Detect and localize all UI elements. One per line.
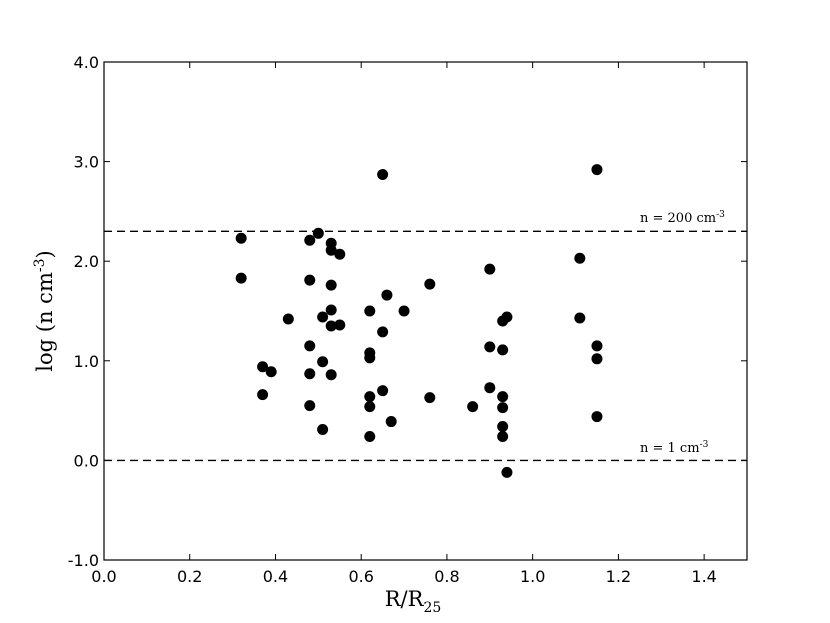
- data-point: [257, 389, 269, 401]
- data-point: [304, 274, 316, 286]
- data-point: [381, 289, 393, 301]
- data-point: [591, 353, 603, 365]
- data-points: [235, 164, 603, 478]
- data-point: [484, 382, 496, 394]
- plot-frame: [103, 61, 748, 561]
- data-point: [364, 401, 376, 413]
- ref-line-1-label-main: n = 1 cm: [640, 441, 700, 456]
- data-point: [364, 305, 376, 317]
- data-point: [484, 341, 496, 353]
- data-point: [265, 366, 277, 378]
- data-point: [424, 392, 436, 404]
- x-tick-label: 0.6: [348, 567, 373, 586]
- y-tick-label: 0.0: [74, 451, 99, 470]
- data-point: [497, 344, 509, 356]
- data-point: [325, 279, 337, 291]
- data-point: [501, 466, 513, 478]
- y-tick-label: -1.0: [68, 551, 99, 570]
- x-tick-label: 1.4: [691, 567, 716, 586]
- x-tick-label: 0.4: [263, 567, 288, 586]
- y-tick-label: 1.0: [74, 352, 99, 371]
- data-point: [235, 232, 247, 244]
- data-point: [304, 234, 316, 246]
- data-point: [377, 385, 389, 397]
- ref-line-200-label-superscript: -3: [716, 210, 725, 220]
- x-tick-label: 1.2: [606, 567, 631, 586]
- y-axis-ticks: -1.0 0.0 1.0 2.0 3.0 4.0: [68, 53, 747, 570]
- x-tick-label: 0.0: [91, 567, 116, 586]
- data-point: [398, 305, 410, 317]
- data-point: [317, 424, 329, 436]
- data-point: [591, 340, 603, 352]
- data-point: [325, 369, 337, 381]
- y-axis-title: log (n cm-3): [32, 250, 57, 371]
- x-axis-title-main: R/R: [385, 587, 425, 611]
- data-point: [304, 368, 316, 380]
- ref-line-1-label: n = 1 cm-3: [640, 440, 709, 456]
- data-point: [497, 430, 509, 442]
- y-axis-title-end: ): [33, 250, 57, 258]
- data-point: [484, 263, 496, 275]
- data-point: [364, 391, 376, 403]
- data-point: [497, 402, 509, 414]
- data-point: [235, 272, 247, 284]
- data-point: [282, 313, 294, 325]
- y-tick-label: 4.0: [74, 53, 99, 72]
- data-point: [591, 411, 603, 423]
- data-point: [377, 169, 389, 181]
- data-point: [334, 319, 346, 331]
- ref-line-1-label-superscript: -3: [700, 440, 709, 450]
- data-point: [325, 244, 337, 256]
- x-axis-title: R/R25: [385, 587, 442, 616]
- data-point: [467, 401, 479, 413]
- data-point: [501, 311, 513, 323]
- x-tick-label: 1.0: [520, 567, 545, 586]
- data-point: [312, 227, 324, 239]
- x-tick-label: 0.2: [177, 567, 202, 586]
- data-point: [325, 304, 337, 316]
- data-point: [377, 326, 389, 338]
- ref-line-200-label-main: n = 200 cm: [640, 211, 716, 226]
- y-axis-title-superscript: -3: [32, 259, 48, 273]
- x-tick-label: 0.8: [434, 567, 459, 586]
- data-point: [497, 421, 509, 433]
- y-tick-label: 2.0: [74, 252, 99, 271]
- data-point: [424, 278, 436, 290]
- data-point: [317, 356, 329, 368]
- data-point: [574, 312, 586, 324]
- y-axis-title-main: log (n cm: [33, 272, 57, 372]
- data-point: [497, 391, 509, 403]
- data-point: [317, 311, 329, 323]
- data-point: [574, 252, 586, 264]
- data-point: [364, 430, 376, 442]
- reference-lines: [104, 230, 747, 462]
- data-point: [334, 248, 346, 260]
- data-point: [325, 320, 337, 332]
- y-tick-label: 3.0: [74, 153, 99, 172]
- data-point: [385, 416, 397, 428]
- data-point: [304, 340, 316, 352]
- data-point: [257, 361, 269, 373]
- data-point: [591, 164, 603, 176]
- data-point: [304, 400, 316, 412]
- x-axis-ticks: 0.0 0.2 0.4 0.6 0.8 1.0 1.2 1.4: [91, 62, 717, 586]
- x-axis-title-subscript: 25: [423, 600, 441, 616]
- ref-line-200-label: n = 200 cm-3: [640, 210, 725, 226]
- data-point: [364, 352, 376, 364]
